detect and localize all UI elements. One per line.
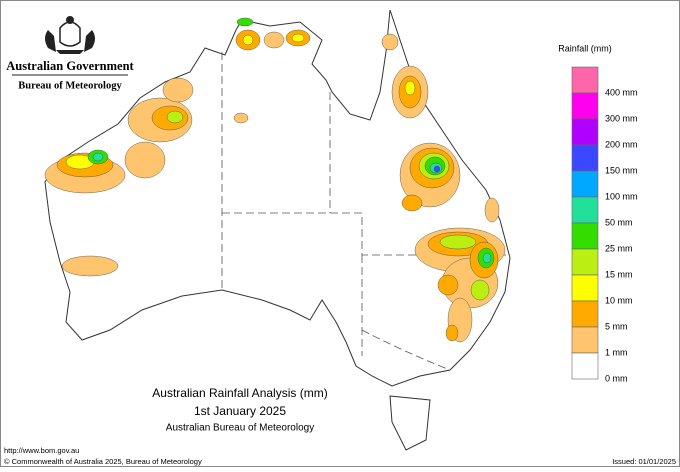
agency-name: Bureau of Meteorology (18, 80, 122, 91)
map-source: Australian Bureau of Meteorology (166, 423, 314, 434)
legend-swatch (571, 196, 599, 224)
legend-swatch (571, 248, 599, 276)
legend-label: 300 mm (605, 113, 638, 123)
legend-swatch (571, 92, 599, 120)
legend-swatch (571, 118, 599, 146)
legend-label: 25 mm (605, 243, 633, 253)
tasmania (389, 395, 431, 451)
legend-swatch (571, 66, 599, 94)
legend: 400 mm 300 mm 200 mm 150 mm 100 mm 50 mm 25 mm… (571, 66, 638, 383)
legend-swatch (571, 352, 599, 380)
map-title: Australian Rainfall Analysis (mm) (152, 386, 327, 400)
footer-url: http://www.bom.gov.au (4, 446, 79, 455)
footer-copyright: © Commonwealth of Australia 2025, Bureau… (4, 457, 202, 466)
legend-label: 400 mm (605, 87, 638, 97)
legend-swatch (571, 170, 599, 198)
legend-label: 200 mm (605, 139, 638, 149)
legend-swatch (571, 222, 599, 250)
legend-swatch (571, 300, 599, 328)
legend-label: 5 mm (605, 321, 628, 331)
legend-label: 1 mm (605, 347, 628, 357)
footer-issued: Issued: 01/01/2025 (612, 457, 676, 466)
legend-swatch (571, 274, 599, 302)
legend-label: 50 mm (605, 217, 633, 227)
legend-swatch (571, 144, 599, 172)
government-name: Australian Government (6, 59, 134, 73)
legend-label: 10 mm (605, 295, 633, 305)
legend-swatch (571, 326, 599, 354)
rainfall-areas (44, 17, 506, 343)
legend-title: Rainfall (mm) (558, 43, 612, 53)
legend-label: 150 mm (605, 165, 638, 175)
legend-label: 15 mm (605, 269, 633, 279)
map-date: 1st January 2025 (194, 404, 286, 418)
crest (45, 16, 95, 54)
legend-label: 100 mm (605, 191, 638, 201)
legend-label: 0 mm (605, 373, 628, 383)
